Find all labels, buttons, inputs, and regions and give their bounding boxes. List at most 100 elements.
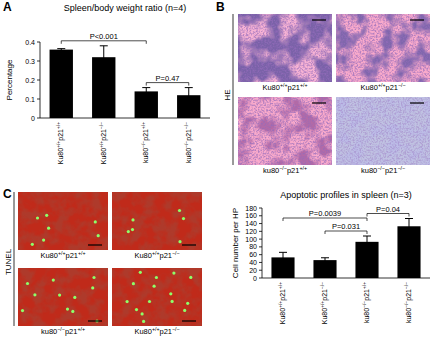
tunel-dot — [183, 309, 186, 312]
histology-texture — [336, 14, 430, 82]
row-label: TUNEL — [4, 248, 13, 275]
tunel-dot — [36, 216, 39, 219]
label-part: ku80 — [263, 166, 279, 175]
axis-line — [262, 208, 430, 278]
y-tick — [259, 246, 262, 247]
label-part: +/+ — [77, 326, 85, 332]
histology-texture — [336, 97, 430, 165]
tunel-dot — [58, 294, 61, 297]
label-part: −/− — [184, 122, 189, 129]
x-tick-label: Ku80+/+p21+/+ — [278, 282, 287, 324]
tunel-dot — [189, 276, 192, 279]
image-label: Ku80+/+p21+/+ — [262, 82, 307, 92]
y-tick — [259, 262, 262, 263]
label-part: ku80 — [41, 327, 57, 336]
y-tick — [259, 278, 262, 279]
label-part: +/+ — [280, 82, 288, 88]
image-label: Ku80+/+p21+/+ — [40, 250, 85, 260]
tunel-texture — [18, 192, 108, 250]
label-part: p21 — [185, 129, 193, 141]
chart-title: Apoptotic profiles in spleen (n=3) — [280, 190, 411, 200]
label-part: Ku80 — [40, 251, 58, 260]
y-tick — [259, 239, 262, 240]
label-part: ku80 — [142, 148, 149, 163]
y-tick — [37, 80, 40, 81]
scale-bar — [312, 19, 326, 20]
label-part: p21 — [288, 83, 301, 92]
y-tick-label: 0.2 — [25, 77, 35, 84]
label-part: Ku80 — [360, 83, 378, 92]
histology-texture — [336, 97, 430, 165]
tunel-image — [112, 192, 202, 250]
label-part: Ku80 — [57, 148, 64, 164]
tunel-texture — [112, 192, 202, 250]
scale-bar — [182, 244, 196, 245]
y-tick — [259, 223, 262, 224]
y-tick-label: 80 — [249, 243, 257, 250]
tunel-dot — [33, 293, 36, 296]
significance-bracket — [146, 83, 189, 86]
chart-title: Spleen/body weight ratio (n=4) — [64, 3, 186, 13]
label-part: +/+ — [378, 82, 386, 88]
histology-texture — [336, 14, 430, 82]
tunel-dot — [126, 300, 129, 303]
y-tick — [37, 99, 40, 100]
y-tick-label: 20 — [249, 267, 257, 274]
label-part: −/− — [172, 326, 180, 332]
tunel-dot — [47, 227, 50, 230]
y-tick-label: 40 — [249, 259, 257, 266]
label-part: p21 — [279, 289, 287, 301]
significance-bracket — [367, 214, 409, 217]
y-tick — [259, 270, 262, 271]
label-part: ku80 — [361, 166, 377, 175]
tunel-dot — [52, 279, 55, 282]
x-tick-label: ku80−/−p21−/− — [184, 122, 193, 163]
axis-line — [40, 42, 210, 118]
y-tick-label: 0 — [253, 275, 257, 282]
label-part: Ku80 — [279, 308, 286, 324]
x-tick-label: ku80−/−p21+/+ — [362, 282, 371, 323]
histology-image — [238, 14, 332, 82]
label-part: −/− — [57, 326, 65, 332]
y-tick-label: 180 — [245, 205, 257, 212]
tunel-image — [18, 192, 108, 250]
tunel-dot — [171, 300, 174, 303]
tunel-dot — [73, 296, 76, 299]
label-part: p21 — [142, 129, 150, 141]
error-bar — [279, 252, 287, 262]
histology-texture — [238, 97, 332, 165]
tunel-dot — [178, 240, 181, 243]
image-label: Ku80+/+p21−/− — [134, 326, 179, 336]
tunel-dot — [169, 292, 172, 295]
label-part: Ku80 — [321, 308, 328, 324]
tunel-dot — [94, 220, 97, 223]
y-tick — [259, 215, 262, 216]
label-part: +/+ — [362, 282, 367, 289]
tunel-dot — [178, 209, 181, 212]
scale-bar — [312, 102, 326, 103]
y-tick — [37, 118, 40, 119]
axis-label: Percentage — [5, 59, 14, 100]
label-part: −/− — [398, 82, 406, 88]
tunel-dot — [45, 214, 48, 217]
histology-image — [336, 14, 430, 82]
y-tick-label: 60 — [249, 251, 257, 258]
tunel-dot — [186, 302, 189, 305]
tunel-dot — [97, 234, 100, 237]
y-tick-label: 0 — [31, 115, 35, 122]
histology-texture — [238, 97, 332, 165]
y-tick-label: 0.1 — [25, 96, 35, 103]
tunel-dot — [132, 282, 135, 285]
figure: ABCKu80+/+p21+/+Ku80+/+p21−/−ku80−/−p21+… — [0, 0, 435, 337]
tunel-dot — [66, 308, 69, 311]
y-tick-label: 160 — [245, 212, 257, 219]
tunel-dot — [148, 300, 151, 303]
label-part: +/+ — [141, 122, 146, 129]
label-part: p21 — [66, 251, 79, 260]
label-part: +/+ — [56, 122, 61, 129]
p-value: P=0.04 — [376, 205, 400, 214]
tunel-dot — [135, 308, 138, 311]
label-part: −/− — [172, 250, 180, 256]
label-part: +/+ — [278, 282, 283, 289]
y-tick-label: 100 — [245, 236, 257, 243]
